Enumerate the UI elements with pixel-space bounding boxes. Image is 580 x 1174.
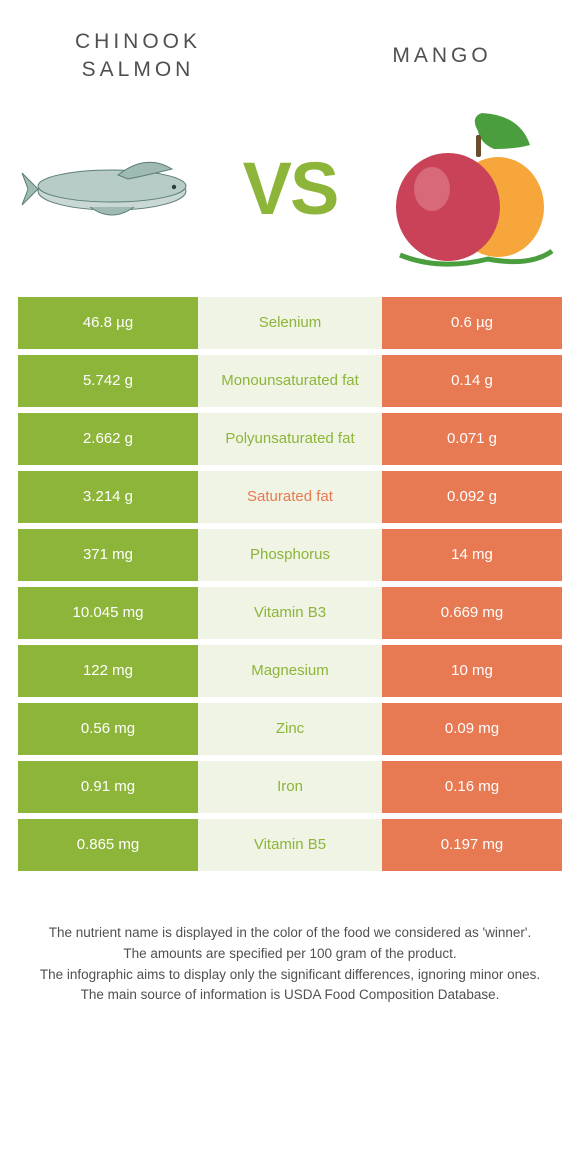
table-row: 10.045 mgVitamin B30.669 mg (18, 587, 562, 639)
nutrient-name: Zinc (198, 703, 382, 755)
footnote-line: The infographic aims to display only the… (28, 965, 552, 986)
nutrient-name: Vitamin B3 (198, 587, 382, 639)
footnote-line: The amounts are specified per 100 gram o… (28, 944, 552, 965)
left-value: 3.214 g (18, 471, 198, 523)
left-value: 122 mg (18, 645, 198, 697)
left-value: 0.91 mg (18, 761, 198, 813)
nutrient-name: Vitamin B5 (198, 819, 382, 871)
right-value: 0.09 mg (382, 703, 562, 755)
nutrient-name: Iron (198, 761, 382, 813)
nutrient-table: 46.8 µgSelenium0.6 µg 5.742 gMonounsatura… (0, 297, 580, 871)
table-row: 2.662 gPolyunsaturated fat0.071 g (18, 413, 562, 465)
table-row: 0.56 mgZinc0.09 mg (18, 703, 562, 755)
left-value: 0.865 mg (18, 819, 198, 871)
footnotes: The nutrient name is displayed in the co… (0, 877, 580, 1007)
table-row: 0.865 mgVitamin B50.197 mg (18, 819, 562, 871)
nutrient-name: Saturated fat (198, 471, 382, 523)
table-row: 0.91 mgIron0.16 mg (18, 761, 562, 813)
footnote-line: The nutrient name is displayed in the co… (28, 923, 552, 944)
left-value: 46.8 µg (18, 297, 198, 349)
left-value: 371 mg (18, 529, 198, 581)
table-row: 3.214 gSaturated fat0.092 g (18, 471, 562, 523)
table-row: 5.742 gMonounsaturated fat0.14 g (18, 355, 562, 407)
left-value: 2.662 g (18, 413, 198, 465)
left-value: 10.045 mg (18, 587, 198, 639)
left-food-title: ChinookSalmon (48, 28, 228, 85)
nutrient-name: Polyunsaturated fat (198, 413, 382, 465)
right-value: 0.669 mg (382, 587, 562, 639)
nutrient-name: Phosphorus (198, 529, 382, 581)
footnote-line: The main source of information is USDA F… (28, 985, 552, 1006)
header: ChinookSalmon Mango (0, 0, 580, 97)
right-value: 0.071 g (382, 413, 562, 465)
nutrient-name: Magnesium (198, 645, 382, 697)
right-value: 0.197 mg (382, 819, 562, 871)
left-food-image (20, 114, 210, 264)
right-food-image (370, 114, 560, 264)
left-value: 5.742 g (18, 355, 198, 407)
right-value: 0.092 g (382, 471, 562, 523)
left-value: 0.56 mg (18, 703, 198, 755)
right-food-title: Mango (352, 42, 532, 70)
right-value: 10 mg (382, 645, 562, 697)
table-row: 122 mgMagnesium10 mg (18, 645, 562, 697)
right-value: 0.6 µg (382, 297, 562, 349)
nutrient-name: Monounsaturated fat (198, 355, 382, 407)
nutrient-name: Selenium (198, 297, 382, 349)
right-value: 0.14 g (382, 355, 562, 407)
table-row: 371 mgPhosphorus14 mg (18, 529, 562, 581)
vs-label: VS (243, 146, 338, 231)
table-row: 46.8 µgSelenium0.6 µg (18, 297, 562, 349)
right-value: 14 mg (382, 529, 562, 581)
image-row: VS (0, 97, 580, 297)
right-value: 0.16 mg (382, 761, 562, 813)
